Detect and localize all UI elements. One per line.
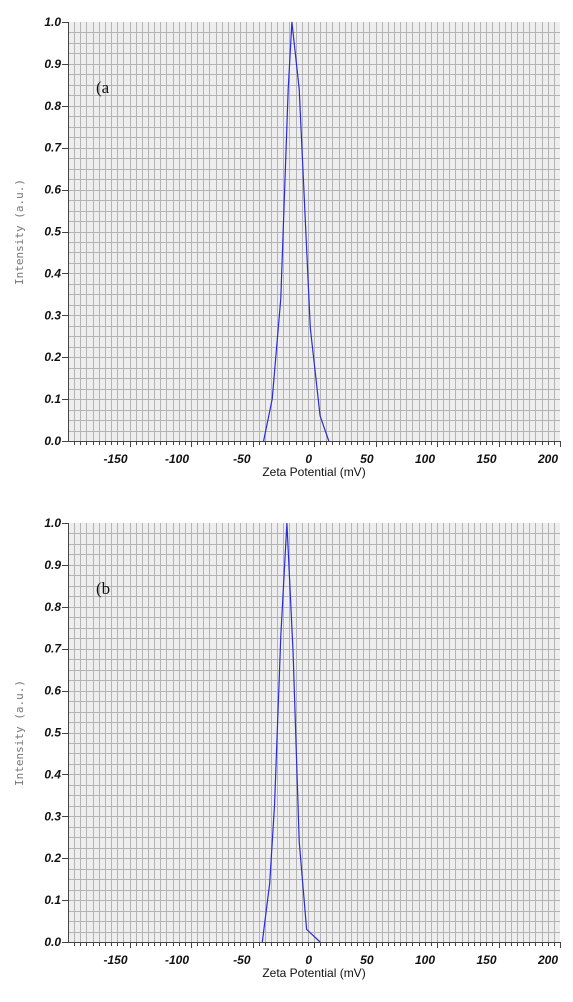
y-tick-label: 0.3: [44, 809, 61, 823]
x-tick-label: 100: [415, 953, 435, 967]
y-tick-label: 0.3: [44, 308, 61, 322]
y-tick-label: 0.8: [44, 600, 61, 614]
chart-b-svg: -150 -100 -50 0 50 100 150 200 0.00.10.20.30.40…: [13, 516, 561, 980]
x-tick-label: 100: [415, 452, 435, 466]
y-tick-label: 0.9: [44, 57, 61, 71]
y-tick-label: 0.0: [44, 935, 61, 949]
y-tick-label: 0.7: [44, 642, 62, 656]
x-tick-label: -50: [233, 953, 251, 967]
x-tick-label: 50: [360, 953, 374, 967]
x-tick-label: 150: [476, 953, 496, 967]
y-tick-label: 0.2: [44, 851, 61, 865]
y-axis-ticks: 0.0 0.1 0.2 0.3 0.4 0.5 0.6 0.7 0.8 0.9 1.0: [44, 15, 68, 448]
y-tick-label: 0.1: [44, 392, 61, 406]
y-axis-ticks: 0.0 0.1 0.2 0.3 0.4 0.5 0.6 0.7 0.8 0.9 1.0: [44, 516, 68, 949]
x-tick-label: -150: [103, 953, 127, 967]
y-tick-label: 0.1: [44, 893, 61, 907]
grid: [68, 523, 560, 942]
y-tick-label: 0.6: [44, 684, 61, 698]
x-tick-label: 50: [360, 452, 374, 466]
x-tick-label: 0: [305, 953, 312, 967]
x-tick-label: -100: [165, 452, 189, 466]
chart-a-svg: -150 -100 -50 0 50 100 150 200 0.00.10.20.30.40…: [13, 15, 561, 479]
x-tick-label: -100: [165, 953, 189, 967]
y-tick-label: 0.9: [44, 558, 61, 572]
series-group: [261, 522, 321, 943]
x-axis-ticks: -150 -100 -50 0 50 100 150 200: [74, 441, 561, 466]
x-tick-label: -150: [103, 452, 127, 466]
y-tick-label: 0.5: [44, 726, 61, 740]
y-tick-label: 1.0: [44, 15, 61, 29]
zeta-distribution-line: [263, 21, 330, 442]
x-axis-ticks: -150 -100 -50 0 50 100 150 200: [74, 942, 561, 967]
x-axis-label: Zeta Potential (mV): [262, 465, 365, 479]
y-tick-label: 0.4: [44, 767, 61, 781]
y-tick-label: 0.6: [44, 183, 61, 197]
zeta-distribution-line: [261, 522, 321, 943]
x-tick-label: 150: [476, 452, 496, 466]
x-tick-label: 200: [537, 452, 558, 466]
y-tick-label: 0.7: [44, 141, 62, 155]
series-group: [263, 21, 330, 442]
y-tick-label: 0.0: [44, 434, 61, 448]
panel-label: (b: [96, 579, 110, 598]
zeta-chart-a: -150 -100 -50 0 50 100 150 200 0.0 0.1 0.2 0.3 0.4 0…: [13, 15, 561, 479]
x-tick-label: 0: [305, 452, 312, 466]
x-axis-label: Zeta Potential (mV): [262, 966, 365, 980]
y-axis-label: Intensity (a.u.): [13, 680, 26, 786]
y-tick-label: 0.2: [44, 350, 61, 364]
panel-label: (a: [96, 78, 110, 97]
y-tick-label: 0.5: [44, 225, 61, 239]
y-tick-label: 0.8: [44, 99, 61, 113]
x-tick-label: -50: [233, 452, 251, 466]
y-axis-label: Intensity (a.u.): [13, 179, 26, 285]
y-tick-label: 1.0: [44, 516, 61, 530]
grid: [68, 22, 560, 441]
zeta-chart-b: -150 -100 -50 0 50 100 150 200 0.0 0.1 0.2 0.3 0.4 0…: [0, 501, 573, 1002]
x-tick-label: 200: [537, 953, 558, 967]
y-tick-label: 0.4: [44, 266, 61, 280]
